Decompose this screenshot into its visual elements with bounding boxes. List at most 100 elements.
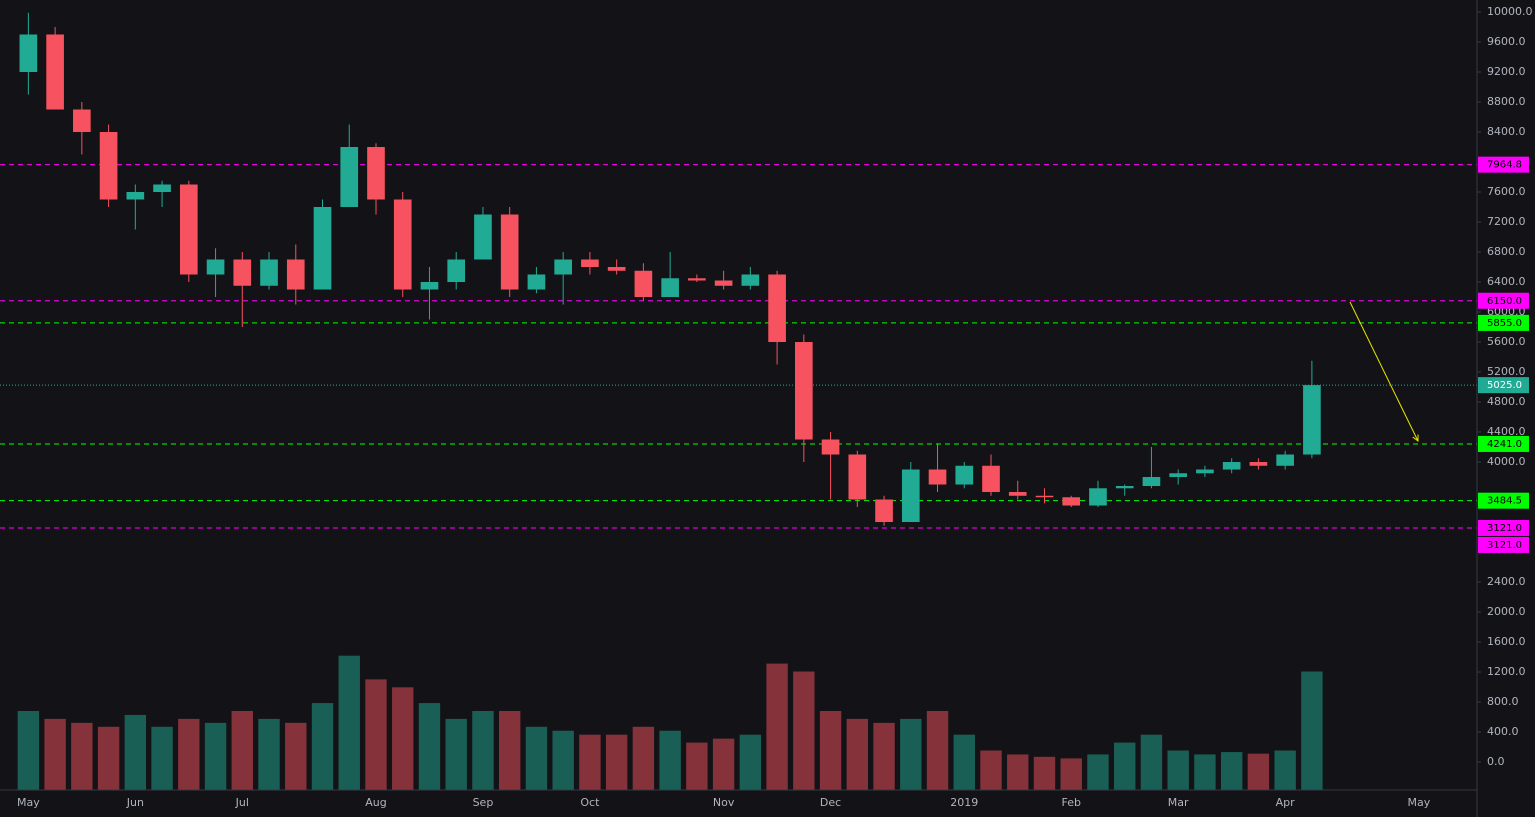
candle-body [928, 469, 947, 485]
level-label-box [1478, 314, 1529, 331]
volume-bar [231, 711, 253, 790]
candle-body [340, 147, 359, 208]
volume-bar [418, 703, 441, 790]
candle-body [1035, 495, 1054, 498]
candle-body [1062, 497, 1081, 506]
y-tick-label: 5600.0 [1487, 335, 1526, 348]
volume-bar [1167, 750, 1189, 790]
level-label-box [1478, 492, 1529, 509]
candle-body [313, 207, 332, 290]
y-tick-label: 7600.0 [1487, 185, 1526, 198]
y-tick-label: 400.0 [1487, 725, 1519, 738]
volume-bar [445, 718, 467, 790]
x-tick-label: Dec [820, 796, 841, 809]
volume-bar [1060, 758, 1082, 790]
volume-bar [258, 718, 280, 790]
candle-body [607, 267, 626, 271]
candle-body [1222, 462, 1241, 470]
volume-bar [1274, 750, 1296, 790]
volume-bar [739, 734, 762, 790]
level-label-text: 4241.0 [1487, 439, 1522, 450]
candle-body [286, 259, 305, 290]
x-tick-label: May [17, 796, 40, 809]
level-label-text: 3121.0 [1487, 523, 1522, 534]
volume-bar [392, 687, 414, 790]
volume-bar [873, 722, 895, 790]
level-label-box [1478, 536, 1529, 553]
y-tick-label: 4800.0 [1487, 395, 1526, 408]
candle-body [714, 280, 733, 286]
level-label-box [1478, 519, 1529, 536]
volume-bar [766, 663, 788, 790]
axis-layer: 0.0 400.0 800.0 1200.0 1600.0 2000.0 2400.0 400… [17, 5, 1533, 809]
volume-bar [71, 722, 93, 790]
candle-body [260, 259, 278, 286]
candle-body [233, 259, 252, 286]
y-tick-label: 6400.0 [1487, 275, 1526, 288]
volume-bar [311, 703, 334, 790]
level-label-box [1478, 292, 1529, 309]
level-label: 3484.5 [1478, 492, 1529, 509]
volume-bar [980, 750, 1002, 790]
candle-body [1276, 454, 1294, 466]
candle-body [19, 34, 38, 73]
candle-body [634, 270, 653, 298]
volume-bar [1007, 754, 1029, 790]
volume-bar [1033, 756, 1056, 790]
y-tick-label: 10000.0 [1487, 5, 1533, 18]
candle-body [821, 439, 840, 455]
volume-bar [632, 726, 655, 790]
candle-body [474, 214, 492, 260]
volume-bar [1247, 753, 1270, 790]
y-tick-label: 8400.0 [1487, 125, 1526, 138]
volume-bar [793, 671, 815, 790]
candle-body [1196, 469, 1214, 474]
level-label-box [1478, 156, 1529, 173]
volume-bar [605, 734, 628, 790]
volume-bar [1140, 734, 1163, 790]
candle-body [420, 282, 439, 290]
candle-body [1089, 488, 1107, 506]
candle-body [982, 465, 1000, 493]
candle-body [875, 499, 893, 523]
candle-body [901, 469, 920, 523]
y-tick-label: 4000.0 [1487, 455, 1526, 468]
candle-body [99, 132, 118, 200]
candle-body [73, 109, 91, 133]
candles-layer [19, 12, 1321, 526]
y-tick-label: 1600.0 [1487, 635, 1526, 648]
volume-bar [953, 734, 975, 790]
candle-body [367, 147, 385, 200]
candle-body [1169, 473, 1188, 478]
candle-body [955, 465, 974, 485]
volume-bar [204, 722, 227, 790]
volume-bar [472, 711, 494, 790]
volume-bar [686, 742, 708, 790]
candle-body [795, 342, 813, 440]
level-label: 5855.0 [1478, 314, 1529, 331]
volume-bar [498, 711, 521, 790]
level-label-box [1478, 377, 1529, 394]
volume-bar [1220, 752, 1243, 790]
candle-body [848, 454, 867, 500]
volume-bar [1087, 754, 1109, 790]
level-label-text: 5025.0 [1487, 380, 1522, 391]
y-tick-label: 7200.0 [1487, 215, 1526, 228]
volume-bar [712, 738, 735, 790]
arrow-annotation [1349, 301, 1418, 441]
x-tick-label: Jul [235, 796, 249, 809]
x-tick-label: Feb [1061, 796, 1080, 809]
candle-body [126, 192, 145, 200]
x-tick-label: Oct [580, 796, 600, 809]
x-tick-label: Jun [126, 796, 144, 809]
volume-bar [338, 655, 360, 790]
volume-bar [900, 718, 922, 790]
candle-body [1008, 492, 1027, 496]
candle-body [768, 274, 786, 343]
level-label-text: 5855.0 [1487, 318, 1522, 329]
x-tick-label: Nov [713, 796, 735, 809]
volume-layer [17, 655, 1323, 790]
candle-body [1142, 477, 1161, 487]
y-tick-label: 1200.0 [1487, 665, 1526, 678]
candle-body [447, 259, 466, 283]
